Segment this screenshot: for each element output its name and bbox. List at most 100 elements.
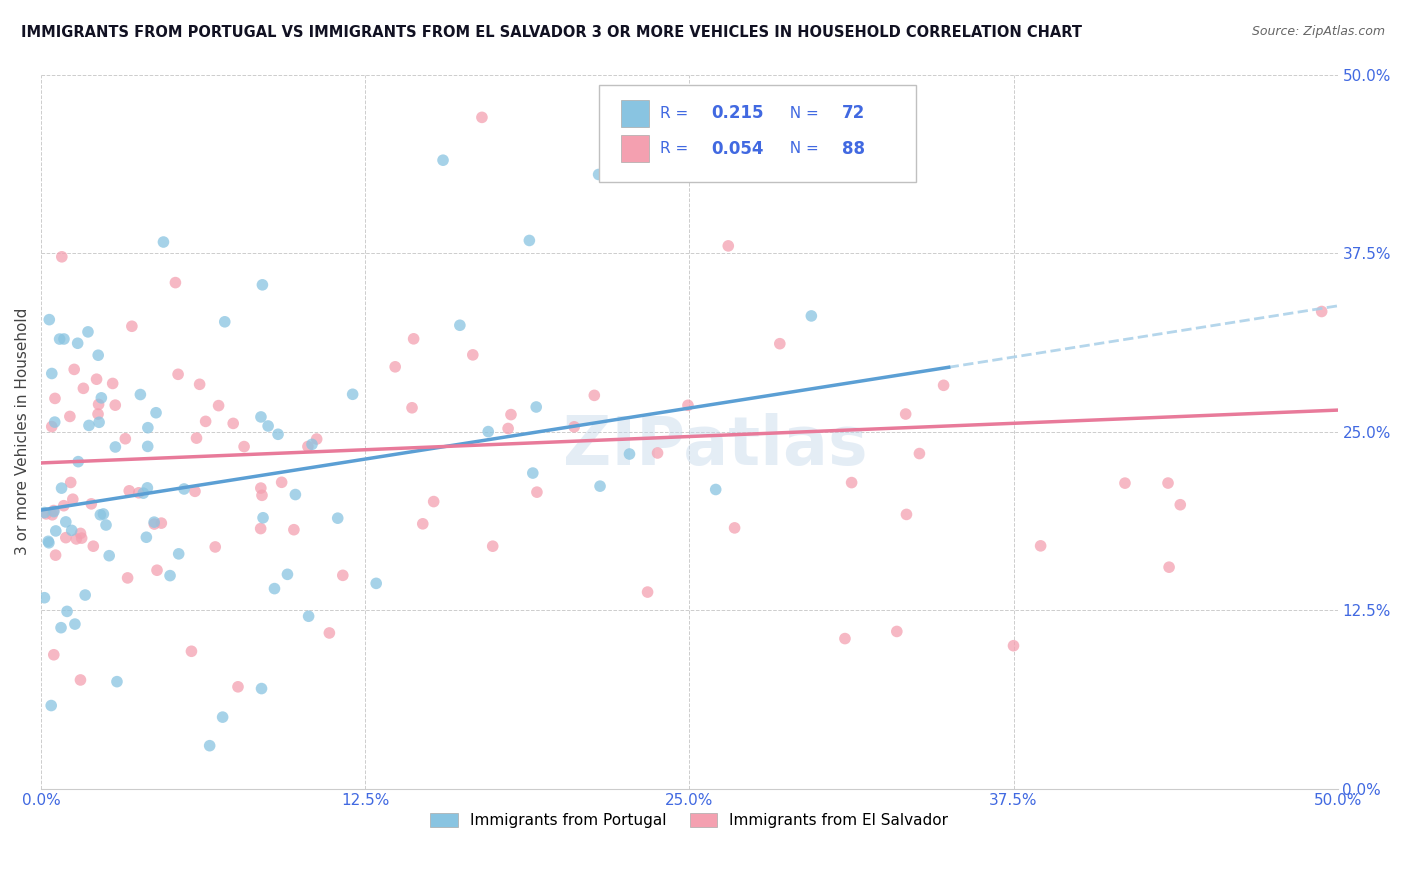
- Point: [143, 515, 166, 529]
- Point: [38, 312, 60, 326]
- Point: [214, 315, 236, 329]
- Point: [87, 348, 110, 362]
- Point: [524, 400, 547, 414]
- Point: [41, 508, 63, 522]
- Point: [886, 624, 908, 639]
- Point: [499, 408, 522, 422]
- Point: [63, 362, 86, 376]
- Point: [152, 235, 174, 249]
- Point: [496, 421, 519, 435]
- Point: [1029, 539, 1052, 553]
- Point: [72, 381, 94, 395]
- Point: [44, 415, 66, 429]
- Point: [45, 548, 67, 562]
- Point: [51, 250, 73, 264]
- Point: [769, 336, 792, 351]
- Point: [48, 332, 70, 346]
- Point: [132, 486, 155, 500]
- Point: [477, 425, 499, 439]
- Point: [136, 481, 159, 495]
- Point: [1159, 560, 1181, 574]
- Point: [135, 530, 157, 544]
- Point: [59, 409, 82, 424]
- Point: [69, 673, 91, 687]
- Point: [305, 432, 328, 446]
- Point: [717, 239, 740, 253]
- Point: [42, 505, 65, 519]
- Point: [80, 497, 103, 511]
- Point: [297, 440, 319, 454]
- Point: [167, 547, 190, 561]
- Point: [1157, 476, 1180, 491]
- Point: [34, 591, 56, 605]
- Point: [318, 626, 340, 640]
- Point: [41, 367, 63, 381]
- Point: [59, 475, 82, 490]
- Point: [800, 309, 823, 323]
- Point: [461, 348, 484, 362]
- Point: [222, 417, 245, 431]
- Point: [188, 377, 211, 392]
- Point: [723, 521, 745, 535]
- Point: [51, 481, 73, 495]
- Point: [204, 540, 226, 554]
- Y-axis label: 3 or more Vehicles in Household: 3 or more Vehicles in Household: [15, 308, 30, 555]
- Point: [37, 534, 59, 549]
- Point: [384, 359, 406, 374]
- Point: [207, 399, 229, 413]
- Point: [834, 632, 856, 646]
- Point: [562, 420, 585, 434]
- Point: [194, 414, 217, 428]
- FancyBboxPatch shape: [620, 100, 650, 127]
- Point: [87, 415, 110, 429]
- Point: [159, 568, 181, 582]
- Text: Source: ZipAtlas.com: Source: ZipAtlas.com: [1251, 25, 1385, 38]
- Point: [342, 387, 364, 401]
- Point: [101, 376, 124, 391]
- Point: [583, 388, 606, 402]
- Point: [184, 484, 207, 499]
- Point: [104, 440, 127, 454]
- Point: [145, 406, 167, 420]
- Point: [65, 532, 87, 546]
- Point: [167, 368, 190, 382]
- Point: [44, 392, 66, 406]
- Point: [276, 567, 298, 582]
- Point: [412, 516, 434, 531]
- Point: [250, 488, 273, 502]
- Point: [35, 507, 58, 521]
- Point: [104, 398, 127, 412]
- Point: [129, 387, 152, 401]
- Point: [894, 407, 917, 421]
- Point: [67, 455, 90, 469]
- Point: [283, 523, 305, 537]
- Text: 0.215: 0.215: [711, 104, 763, 122]
- FancyBboxPatch shape: [599, 86, 917, 182]
- Point: [284, 487, 307, 501]
- Point: [180, 644, 202, 658]
- Point: [198, 739, 221, 753]
- Text: N =: N =: [780, 141, 824, 156]
- Point: [34, 506, 56, 520]
- Point: [270, 475, 292, 490]
- Text: 72: 72: [842, 104, 866, 122]
- Point: [1168, 498, 1191, 512]
- Point: [77, 325, 100, 339]
- Point: [932, 378, 955, 392]
- Point: [86, 372, 108, 386]
- Point: [267, 427, 290, 442]
- Point: [136, 420, 159, 434]
- Point: [366, 576, 388, 591]
- Point: [173, 482, 195, 496]
- Point: [647, 446, 669, 460]
- Point: [62, 492, 84, 507]
- Point: [589, 479, 612, 493]
- Point: [52, 332, 75, 346]
- Point: [841, 475, 863, 490]
- Text: 88: 88: [842, 140, 865, 158]
- Point: [301, 437, 323, 451]
- Point: [52, 499, 75, 513]
- Point: [128, 485, 150, 500]
- Point: [332, 568, 354, 582]
- Point: [471, 111, 494, 125]
